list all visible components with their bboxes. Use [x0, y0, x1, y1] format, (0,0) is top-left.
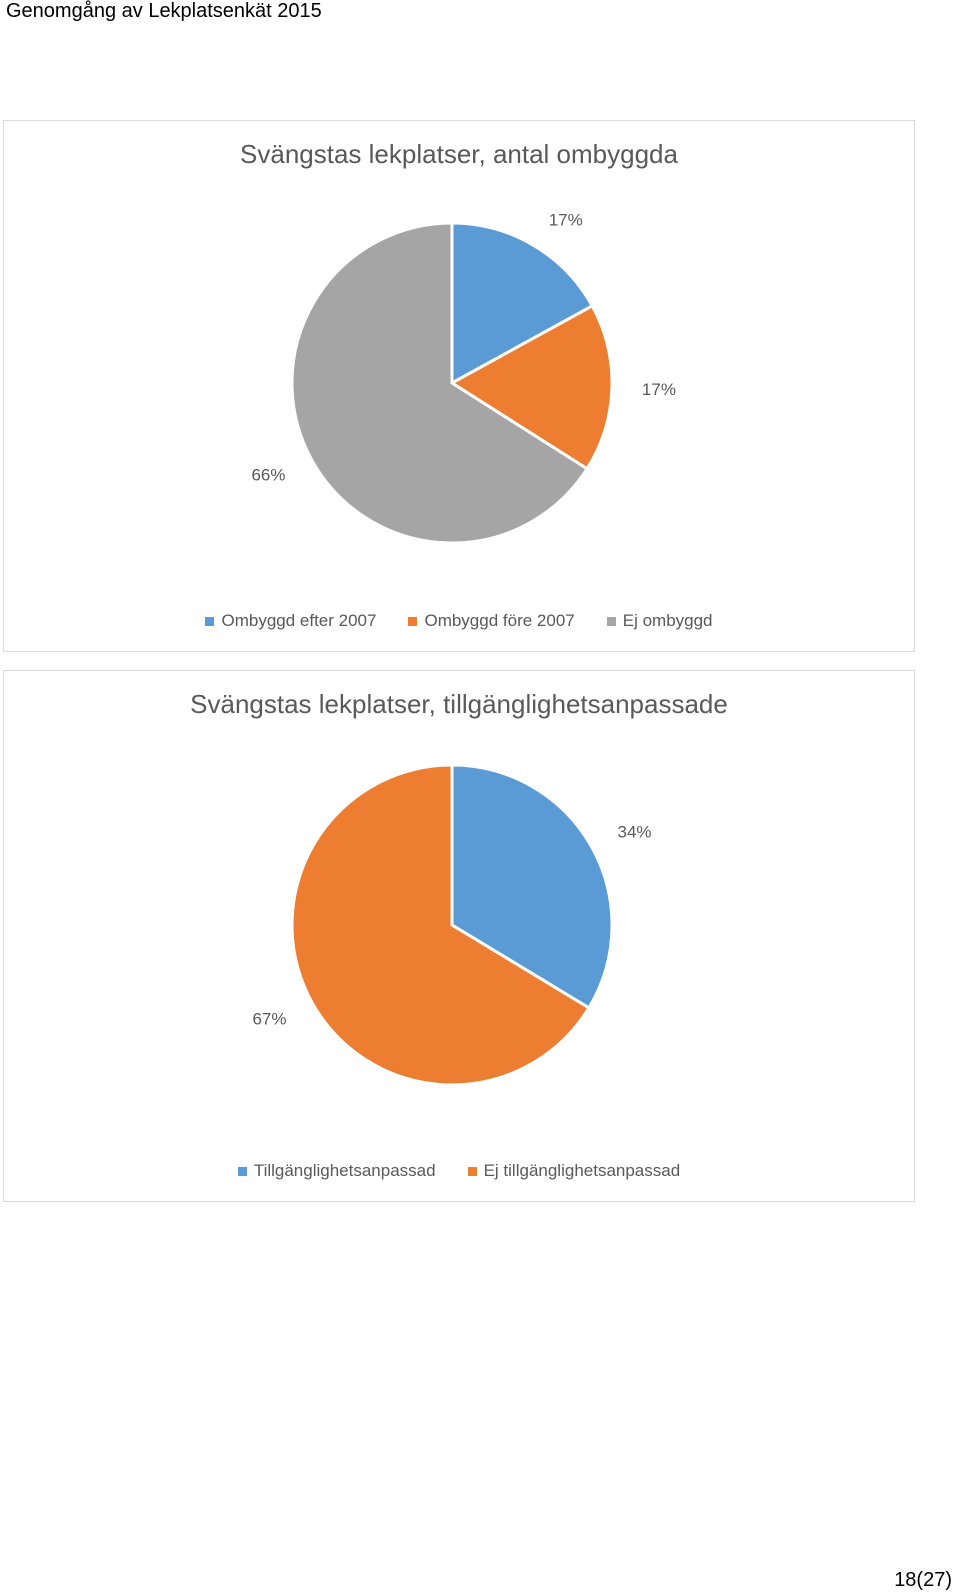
legend-swatch-icon	[237, 1166, 247, 1176]
legend-item: Ombyggd efter 2007	[205, 611, 376, 631]
chart-title: Svängstas lekplatser, tillgänglighetsanp…	[190, 689, 728, 719]
legend-item: Tillgänglighetsanpassad	[237, 1161, 436, 1181]
data-label-1: 17%	[549, 210, 583, 229]
data-label-3: 66%	[251, 466, 285, 485]
pie-slice-1	[450, 763, 614, 1010]
pie-slice-2	[290, 763, 591, 1087]
legend-item: Ej tillgänglighetsanpassad	[467, 1161, 681, 1181]
chart-panel-ombyggda: Svängstas lekplatser, antal ombyggda 17%…	[3, 120, 915, 652]
legend-swatch-icon	[467, 1166, 477, 1176]
pie-chart-tillganglighet: 34% 67%	[252, 763, 652, 1087]
pie-slice-1	[450, 221, 595, 386]
chart-legend: Tillgänglighetsanpassad Ej tillgänglighe…	[4, 1161, 914, 1181]
legend-label: Ej tillgänglighetsanpassad	[483, 1161, 681, 1180]
page-number: 18(27)	[894, 1569, 952, 1591]
chart-legend: Ombyggd efter 2007 Ombyggd före 2007 Ej …	[4, 611, 914, 631]
chart-panel-tillganglighet: Svängstas lekplatser, tillgänglighetsanp…	[3, 670, 915, 1202]
legend-label: Ombyggd före 2007	[424, 611, 575, 630]
data-label-2: 67%	[252, 1009, 286, 1028]
legend-item: Ej ombyggd	[606, 611, 713, 631]
data-label-2: 17%	[642, 380, 676, 399]
data-label-1: 34%	[618, 823, 652, 842]
legend-swatch-icon	[205, 616, 215, 626]
legend-label: Ej ombyggd	[622, 611, 713, 630]
legend-swatch-icon	[606, 616, 616, 626]
pie-chart-ombyggda: 17% 17% 66%	[251, 210, 676, 545]
pie-slice-2	[449, 303, 614, 471]
legend-label: Ombyggd efter 2007	[221, 611, 377, 630]
page-header-title: Genomgång av Lekplatsenkät 2015	[6, 0, 322, 22]
legend-item: Ombyggd före 2007	[408, 611, 575, 631]
legend-label: Tillgänglighetsanpassad	[253, 1161, 436, 1180]
pie-slice-3	[290, 221, 590, 545]
chart-title: Svängstas lekplatser, antal ombyggda	[240, 139, 678, 169]
legend-swatch-icon	[408, 616, 418, 626]
